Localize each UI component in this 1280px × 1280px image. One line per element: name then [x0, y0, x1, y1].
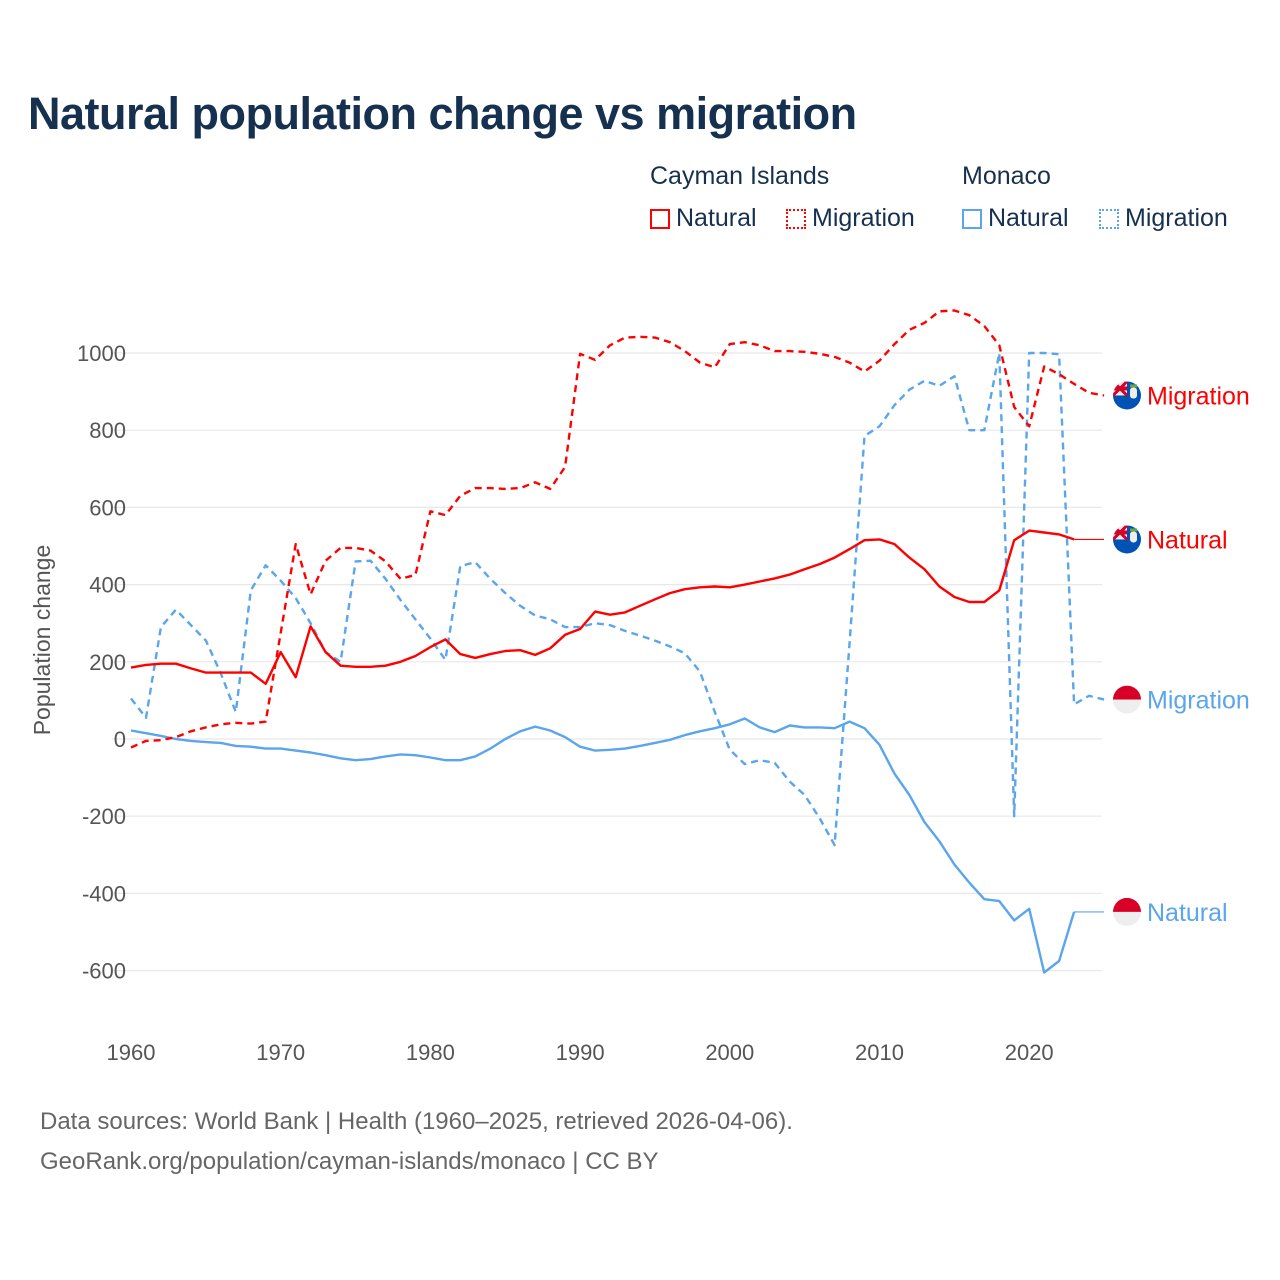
y-tick-label: 400: [89, 573, 126, 598]
y-tick-label: -400: [82, 881, 126, 906]
legend-monaco-natural[interactable]: Natural: [962, 204, 1069, 233]
y-tick-label: 1000: [77, 341, 126, 366]
x-tick-label: 2010: [855, 1040, 904, 1065]
flag-shield: [1130, 531, 1137, 543]
cayman-islands-flag-icon: [1113, 525, 1141, 554]
flag-shield: [1130, 387, 1137, 399]
legend-monaco-migration[interactable]: Migration: [1099, 204, 1228, 233]
legend-cayman-natural[interactable]: Natural: [650, 204, 757, 233]
flag-red: [1113, 685, 1141, 700]
end-label-monaco-migration: Migration: [1147, 687, 1250, 715]
flag-white: [1113, 911, 1141, 926]
legend-swatch-solid-blue: [962, 208, 982, 229]
x-tick-label: 2000: [705, 1040, 754, 1065]
flag-crest: [1130, 528, 1137, 532]
x-tick-label: 1960: [107, 1040, 156, 1065]
legend-swatch-solid-red: [650, 208, 670, 229]
legend-label: Migration: [1125, 204, 1228, 232]
flag-bar: [1113, 386, 1127, 391]
legend-label: Natural: [988, 204, 1069, 232]
series-line-cayman-islands-migration: [130, 309, 1105, 749]
y-tick-label: 0: [114, 727, 126, 752]
legend-group-monaco: Monaco: [962, 162, 1051, 190]
end-label-cayman-islands-migration: Migration: [1147, 382, 1250, 410]
series-line-cayman-islands-natural: [130, 529, 1075, 685]
cayman-islands-flag-icon: [1113, 381, 1141, 410]
x-tick-label: 1990: [556, 1040, 605, 1065]
y-axis-label: Population change: [29, 545, 55, 736]
footer-link[interactable]: GeoRank.org/population/cayman-islands/mo…: [40, 1148, 659, 1175]
end-label-monaco-natural: Natural: [1147, 899, 1228, 927]
legend-swatch-dotted-red: [786, 208, 806, 229]
series-line-monaco-natural: [130, 717, 1076, 974]
x-tick-label: 1970: [256, 1040, 305, 1065]
flag-crest: [1130, 384, 1137, 388]
footer-sources: Data sources: World Bank | Health (1960–…: [40, 1108, 793, 1135]
x-tick-label: 2020: [1005, 1040, 1054, 1065]
x-tick-label: 1980: [406, 1040, 455, 1065]
flag-red: [1113, 897, 1141, 912]
legend-cayman-migration[interactable]: Migration: [786, 204, 915, 233]
y-tick-label: -200: [82, 804, 126, 829]
y-tick-label: 600: [89, 495, 126, 520]
legend-label: Migration: [812, 204, 915, 232]
flag-bar: [1113, 530, 1127, 535]
end-label-cayman-islands-natural: Natural: [1147, 526, 1228, 554]
chart-title: Natural population change vs migration: [28, 88, 857, 139]
flag-white: [1113, 699, 1141, 714]
monaco-flag-icon: [1113, 685, 1141, 714]
y-tick-label: 200: [89, 650, 126, 675]
legend-label: Natural: [676, 204, 757, 232]
legend-group-cayman: Cayman Islands: [650, 162, 830, 190]
y-tick-label: -600: [82, 959, 126, 984]
monaco-flag-icon: [1113, 897, 1141, 926]
y-tick-label: 800: [89, 418, 126, 443]
legend-swatch-dotted-blue: [1099, 208, 1119, 229]
series-line-monaco-migration: [130, 351, 1105, 847]
